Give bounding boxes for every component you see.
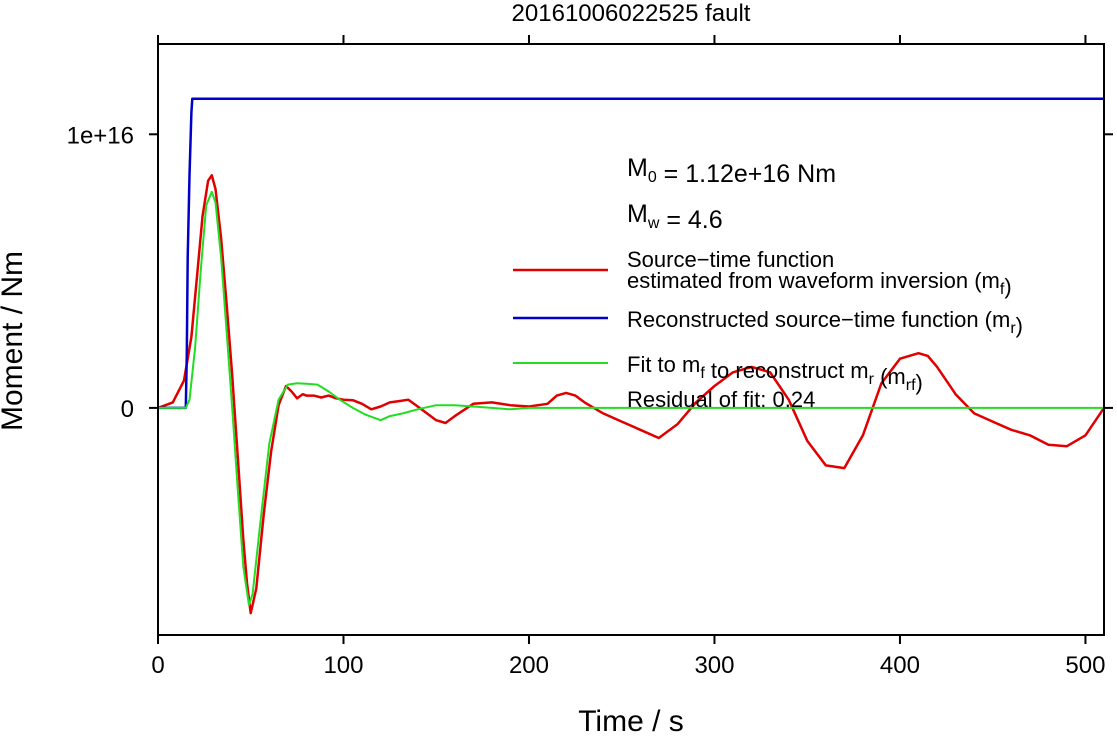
x-tick-label: 0 — [151, 652, 164, 679]
legend-label: Reconstructed source−time function (mr) — [627, 307, 1023, 338]
x-tick-label: 300 — [694, 652, 734, 679]
x-tick-label: 200 — [509, 652, 549, 679]
plot-area — [158, 97, 1104, 615]
x-tick-label: 400 — [880, 652, 920, 679]
x-tick-label: 100 — [323, 652, 363, 679]
x-axis-title: Time / s — [578, 705, 684, 736]
legend-label: estimated from waveform inversion (mf) — [627, 268, 1012, 299]
seismic-moment-annotation: M0 = 1.12e+16 Nm — [627, 154, 836, 188]
series-line-reconstructed — [158, 97, 1104, 410]
axes: 0 100 200 300 400 500 0 1e+16 — [67, 35, 1113, 679]
y-axis-title: Moment / Nm — [0, 251, 29, 431]
moment-magnitude-annotation: Mw = 4.6 — [627, 200, 723, 234]
chart-title: 20161006022525 fault — [512, 0, 751, 27]
residual-annotation: Residual of fit: 0.24 — [627, 387, 815, 412]
legend-label: Source−time function — [627, 247, 834, 272]
series-line-source-time-function — [158, 174, 1104, 615]
y-tick-label: 1e+16 — [67, 122, 134, 149]
plot-frame — [157, 43, 1105, 636]
annotations: M0 = 1.12e+16 Nm Mw = 4.6 — [627, 154, 836, 234]
y-tick-label: 0 — [121, 396, 134, 423]
legend-label: Fit to mf to reconstruct mr (mrf) — [627, 352, 923, 395]
x-tick-label: 500 — [1065, 652, 1105, 679]
series-line-fit — [158, 190, 1104, 606]
